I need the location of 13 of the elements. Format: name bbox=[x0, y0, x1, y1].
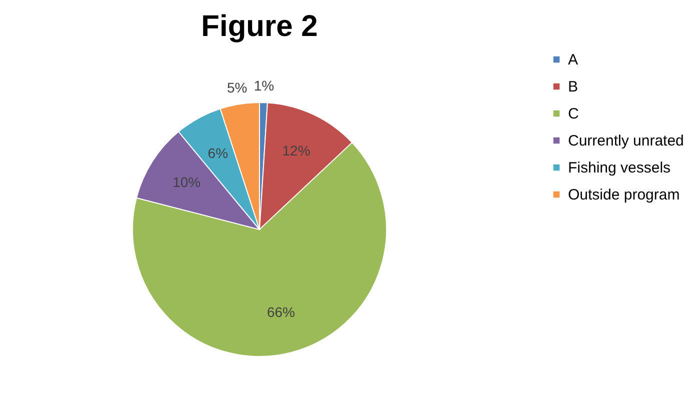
data-label: 12% bbox=[282, 142, 310, 158]
data-label: 5% bbox=[227, 79, 248, 96]
legend-label: Outside program bbox=[568, 186, 680, 204]
legend-label: B bbox=[568, 78, 578, 96]
data-label: 10% bbox=[172, 174, 201, 190]
data-label: 66% bbox=[266, 304, 295, 320]
chart-title: Figure 2 bbox=[201, 10, 318, 43]
data-label: 6% bbox=[208, 144, 228, 161]
legend-label: Fishing vessels bbox=[568, 160, 671, 176]
data-label: 1% bbox=[254, 78, 274, 94]
legend-label: Currently unrated bbox=[568, 132, 684, 150]
legend-label: A bbox=[568, 52, 578, 68]
legend-label: C bbox=[568, 106, 579, 122]
